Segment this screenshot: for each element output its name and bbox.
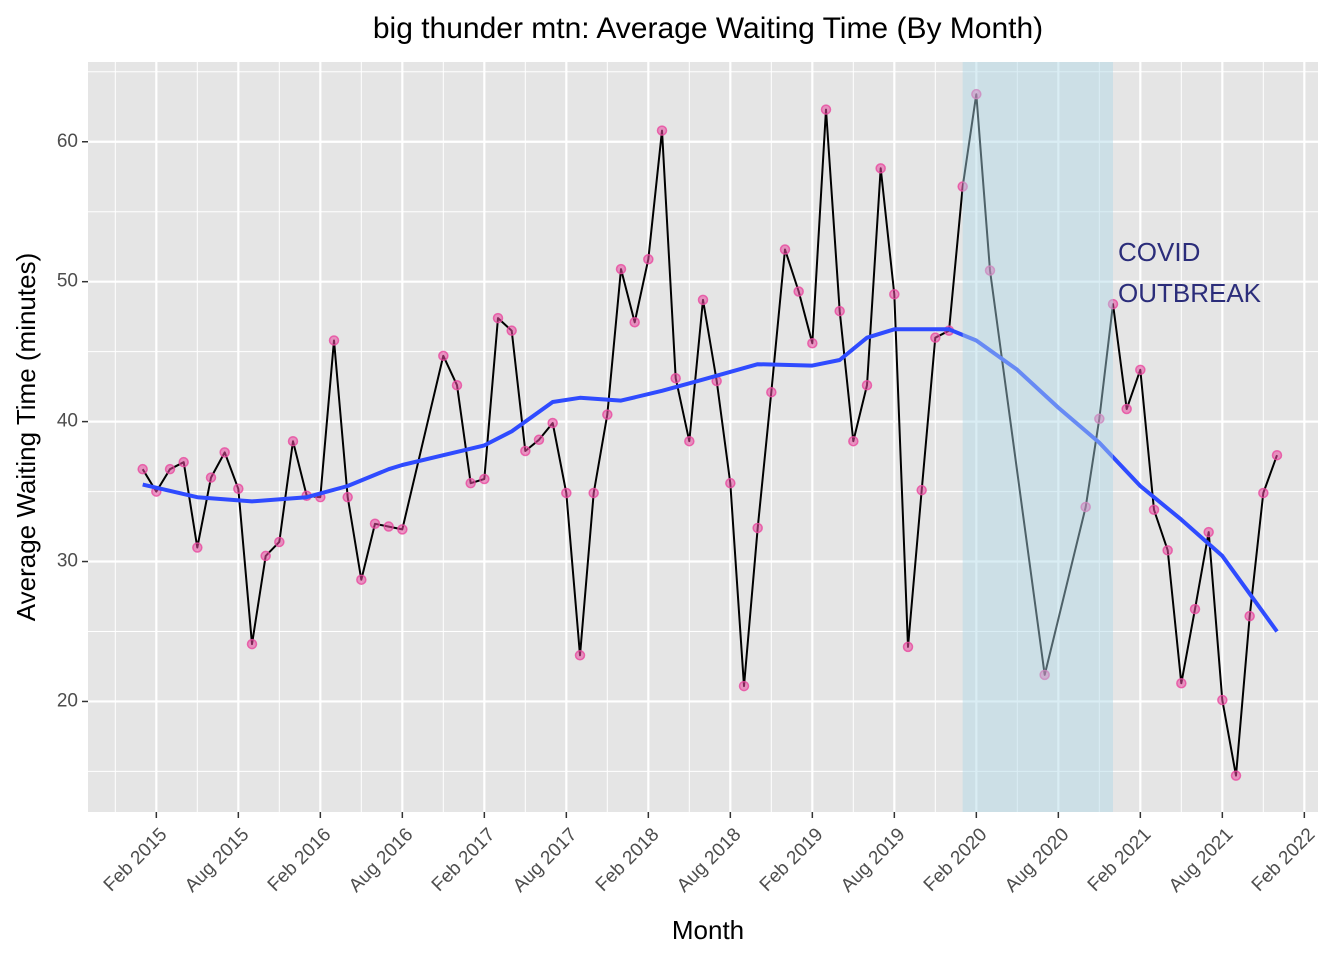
data-point: [971, 88, 982, 100]
x-axis-title: Month: [672, 915, 744, 945]
data-point: [615, 263, 627, 275]
data-point: [588, 487, 599, 499]
covid-shade: [962, 62, 1113, 812]
data-point: [178, 456, 189, 468]
data-point: [752, 522, 763, 534]
data-point: [984, 265, 996, 276]
data-point: [957, 181, 968, 192]
data-point: [930, 332, 941, 343]
chart-title: big thunder mtn: Average Waiting Time (B…: [373, 12, 1043, 45]
data-point: [164, 463, 176, 475]
data-point: [561, 487, 572, 499]
data-point: [274, 536, 285, 548]
data-point: [1039, 669, 1050, 681]
data-point: [137, 463, 148, 475]
annotation: COVID: [1118, 237, 1200, 267]
data-point: [889, 289, 900, 300]
data-point: [383, 521, 394, 532]
data-point: [492, 312, 504, 324]
data-point: [233, 483, 244, 495]
data-point: [342, 491, 353, 503]
data-point: [738, 680, 750, 692]
y-tick-label: 60: [57, 131, 78, 152]
data-point: [670, 372, 681, 384]
data-point: [1258, 487, 1269, 499]
data-point: [465, 477, 476, 489]
data-point: [861, 379, 873, 391]
y-tick-label: 50: [57, 271, 78, 292]
data-point: [192, 542, 203, 553]
data-point: [328, 335, 340, 346]
data-point: [834, 305, 845, 317]
data-point: [1094, 413, 1105, 425]
data-point: [1135, 364, 1146, 376]
annotation: OUTBREAK: [1118, 278, 1262, 308]
data-point: [479, 473, 490, 485]
data-point: [725, 477, 736, 489]
data-point: [287, 435, 299, 447]
data-point: [1189, 603, 1201, 615]
data-point: [260, 550, 271, 562]
data-point: [1148, 504, 1160, 516]
y-tick-label: 40: [57, 411, 78, 432]
y-tick-label: 20: [57, 690, 78, 711]
data-point: [451, 379, 463, 391]
data-point: [547, 417, 558, 429]
data-point: [574, 650, 586, 661]
y-axis-title: Average Waiting Time (minutes): [11, 253, 41, 621]
data-point: [916, 484, 927, 496]
data-point: [793, 286, 804, 297]
data-point: [506, 325, 517, 336]
data-point: [1230, 770, 1242, 781]
data-point: [1162, 545, 1173, 556]
data-point: [684, 435, 695, 447]
data-point: [779, 244, 791, 255]
y-tick-label: 30: [57, 551, 78, 572]
data-point: [1217, 694, 1228, 706]
data-point: [219, 447, 230, 458]
data-point: [643, 254, 654, 265]
data-point: [205, 472, 217, 483]
data-point: [1203, 526, 1214, 538]
data-point: [356, 574, 367, 585]
data-point: [656, 125, 668, 136]
data-point: [807, 338, 818, 349]
data-point: [875, 163, 886, 174]
data-point: [902, 641, 914, 653]
data-point: [1244, 610, 1255, 622]
data-point: [1080, 501, 1091, 513]
data-point: [369, 518, 381, 530]
plot-panel: [88, 62, 1318, 812]
data-point: [1176, 678, 1187, 689]
data-point: [1107, 298, 1119, 310]
data-point: [629, 317, 640, 328]
data-point: [397, 524, 408, 535]
data-point: [1121, 403, 1132, 415]
data-point: [602, 409, 613, 420]
data-point: [520, 445, 531, 457]
data-point: [438, 350, 449, 362]
data-point: [848, 435, 859, 447]
data-point: [246, 638, 258, 650]
data-point: [766, 386, 777, 398]
smooth-line: [142, 327, 1279, 633]
data-point: [697, 294, 709, 306]
data-point: [1271, 449, 1283, 461]
data-point: [820, 104, 832, 115]
data-point: [533, 434, 545, 446]
